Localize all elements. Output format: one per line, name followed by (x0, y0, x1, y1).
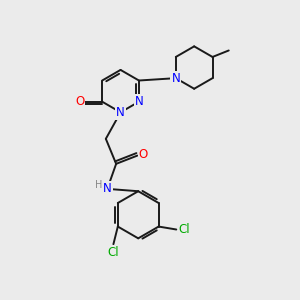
Text: N: N (116, 106, 125, 119)
Text: Cl: Cl (179, 223, 190, 236)
Text: N: N (171, 72, 180, 85)
Text: O: O (75, 95, 84, 108)
Text: N: N (134, 95, 143, 108)
Text: N: N (103, 182, 112, 195)
Text: H: H (95, 180, 103, 190)
Text: Cl: Cl (108, 246, 119, 259)
Text: O: O (139, 148, 148, 160)
